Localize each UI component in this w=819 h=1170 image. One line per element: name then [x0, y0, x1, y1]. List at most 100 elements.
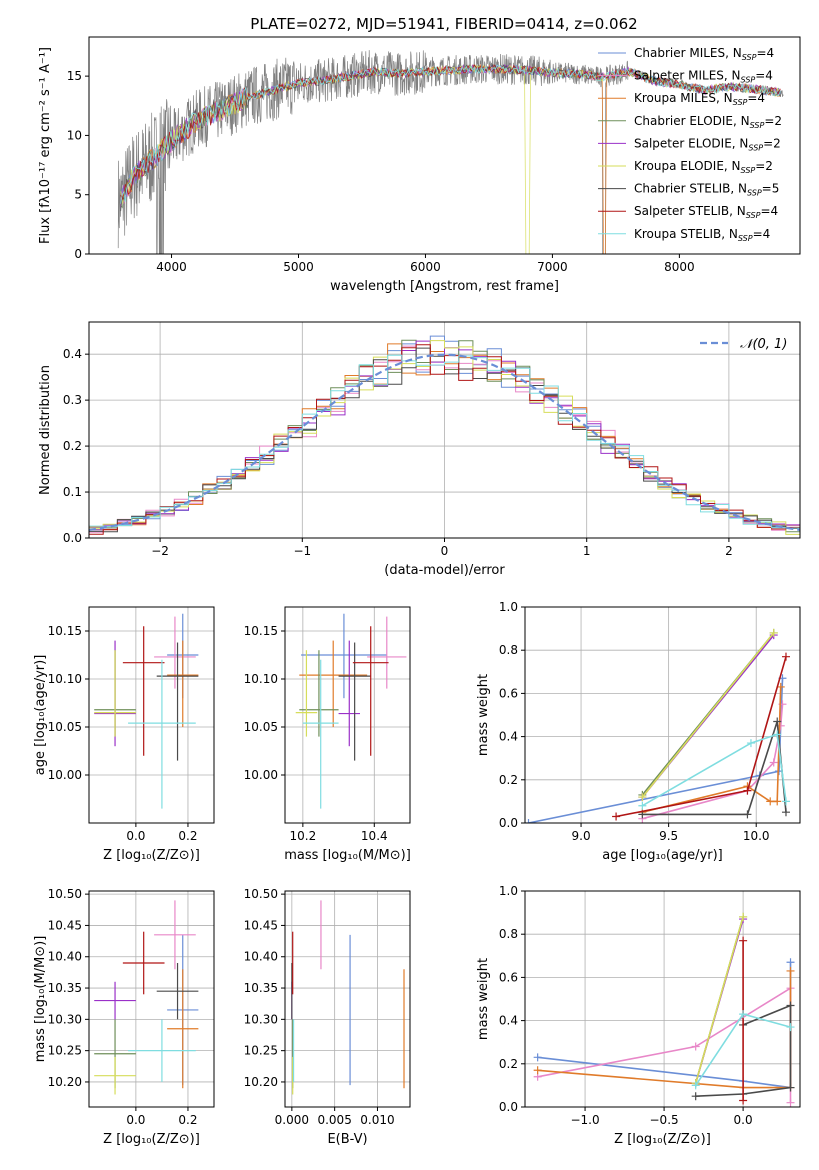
sfh-age-kroupa_stelib-marker [746, 739, 755, 748]
sfh-age-kroupa_stelib-marker [638, 801, 647, 810]
sfh-age-kroupa_miles-marker [773, 797, 782, 806]
y-tick-label: 0.0 [63, 531, 82, 545]
sfh-Z-salpeter_stelib-marker [739, 1096, 748, 1105]
plot-area [89, 891, 214, 1107]
panel-spectrum: 4000 5000 6000 7000 8000 0 5 10 15 wavelength [An… [38, 36, 801, 294]
y-tick-label: 0.2 [499, 773, 518, 787]
legend-label: Chabrier ELODIE, N [634, 114, 750, 128]
x-axis-label: Z [log₁₀(Z/Z⊙)] [103, 848, 200, 863]
legend-label: Salpeter MILES, N [634, 69, 741, 83]
x-tick-label: 9.5 [659, 829, 678, 843]
legend-label: Salpeter STELIB, N [634, 204, 746, 218]
y-tick-label: 0.4 [63, 347, 82, 361]
x-axis-label: (data-model)/error [384, 563, 505, 578]
sfh-age-chabrier_stelib-marker [773, 717, 782, 726]
axes-frame [88, 606, 215, 824]
axes-frame [524, 606, 801, 824]
y-tick-label: 10.35 [244, 981, 278, 995]
legend-subscript: SSP [747, 189, 762, 198]
y-tick-label: 0.0 [499, 1100, 518, 1114]
spectrum-data-line [117, 50, 784, 254]
sfh-age-kroupa_stelib-marker [773, 730, 782, 739]
legend-label: Kroupa ELODIE, N [634, 159, 741, 173]
sfh-Z-chabrier_stelib-marker [786, 1001, 795, 1010]
x-tick-label: 6000 [410, 260, 441, 274]
x-tick-label: 10.4 [361, 829, 388, 843]
sfh-age-kroupa_miles-marker [766, 797, 775, 806]
y-tick-label: 0.0 [499, 816, 518, 830]
legend-suffix: =5 [762, 182, 780, 196]
sfh-age-kroupa_stelib-line [642, 733, 787, 807]
sfh-Z-kroupa_miles-marker [786, 966, 795, 975]
legend-entry-salpeter_stelib: Salpeter STELIB, NSSP=4 [634, 204, 778, 220]
y-tick-label: 0.6 [499, 970, 518, 984]
legend-entry-chabrier_miles: Chabrier MILES, NSSP=4 [634, 46, 774, 62]
legend: 𝒩(0, 1) [700, 337, 787, 352]
x-tick-label: 0.0 [126, 1113, 145, 1127]
y-tick-label: 10.10 [244, 672, 278, 686]
axes-frame [88, 36, 801, 255]
legend-suffix: =2 [755, 159, 773, 173]
y-tick-label: 10.25 [48, 1044, 82, 1058]
sfh-age-salpeter_miles-line [642, 704, 784, 820]
y-tick-label: 10.35 [48, 981, 82, 995]
sfh-Z-chabrier_stelib-marker [786, 1083, 795, 1092]
legend-entry-salpeter_elodie: Salpeter ELODIE, NSSP=2 [634, 136, 781, 152]
legend-subscript: SSP [748, 143, 763, 152]
y-tick-label: 10.15 [244, 624, 278, 638]
y-tick-label: 10.40 [244, 950, 278, 964]
sfh-Z-chabrier_miles-marker [786, 958, 795, 967]
y-tick-label: 10.45 [48, 918, 82, 932]
y-tick-label: 10.00 [244, 768, 278, 782]
sfh-Z-kroupa_elodie-marker [739, 912, 748, 921]
legend-subscript: SSP [746, 211, 761, 220]
axes-frame [284, 890, 411, 1108]
sfh-age-salpeter_stelib-marker [781, 652, 790, 661]
legend-label: Kroupa STELIB, N [634, 227, 738, 241]
x-axis-label: Z [log₁₀(Z/Z⊙)] [103, 1132, 200, 1147]
sfh-age-kroupa_elodie-marker [769, 628, 778, 637]
y-axis-label: Normed distribution [38, 365, 53, 495]
sfh-age-kroupa_elodie-line [641, 632, 775, 798]
y-tick-label: 10.10 [48, 672, 82, 686]
plot-area [285, 607, 410, 823]
legend-entry-chabrier_elodie: Chabrier ELODIE, NSSP=2 [634, 114, 782, 130]
y-tick-label: 0.2 [63, 439, 82, 453]
y-tick-label: 10.50 [244, 887, 278, 901]
panel-age_vs_Z: 0.0 0.2 10.00 10.05 10.10 10.15 Z [log₁₀(Z/Z⊙)… [33, 606, 215, 863]
legend-entry-kroupa_elodie: Kroupa ELODIE, NSSP=2 [634, 159, 773, 175]
legend-suffix: =2 [763, 136, 781, 150]
y-axis-label: mass weight [476, 674, 491, 756]
y-tick-label: 10.45 [244, 918, 278, 932]
y-tick-label: 5 [74, 188, 82, 202]
x-tick-label: 0.005 [317, 1113, 351, 1127]
sfh-Z-salpeter_miles-marker [786, 1098, 795, 1107]
sfh-Z-kroupa_stelib-marker [786, 1023, 795, 1032]
normal-reference-line [89, 353, 800, 531]
sfh-age-kroupa_elodie-marker [638, 793, 647, 802]
legend-label: Chabrier MILES, N [634, 46, 742, 60]
legend-subscript: SSP [733, 98, 748, 107]
sfh-age-chabrier_miles-marker [525, 819, 533, 823]
sfh-Z-salpeter_stelib-marker [739, 936, 748, 945]
x-tick-label: 0.2 [178, 1113, 197, 1127]
y-tick-label: 0 [74, 247, 82, 261]
x-tick-label: 9.0 [572, 829, 591, 843]
x-axis-label: wavelength [Angstrom, rest frame] [330, 279, 559, 294]
y-axis-label: mass weight [476, 958, 491, 1040]
x-axis-label: age [log₁₀(age/yr)] [602, 848, 723, 863]
sfh-age-salpeter_stelib-marker [612, 812, 621, 821]
page-title: PLATE=0272, MJD=51941, FIBERID=0414, z=0… [250, 15, 637, 33]
x-tick-label: −0.5 [650, 1113, 679, 1127]
legend-subscript: SSP [738, 234, 753, 243]
y-tick-label: 10.20 [244, 1075, 278, 1089]
panel-mass_vs_ebv: 0.000 0.005 0.010 10.20 10.25 10.30 10.35 10.40… [244, 887, 411, 1147]
plot-area [525, 891, 800, 1107]
plot-area [525, 607, 800, 823]
sfh-Z-kroupa_elodie-line [694, 916, 744, 1084]
y-tick-label: 10.40 [48, 950, 82, 964]
y-tick-label: 10.50 [48, 887, 82, 901]
legend-suffix: =4 [755, 69, 773, 83]
legend-entry-chabrier_stelib: Chabrier STELIB, NSSP=5 [634, 182, 779, 198]
axes-frame [284, 606, 411, 824]
